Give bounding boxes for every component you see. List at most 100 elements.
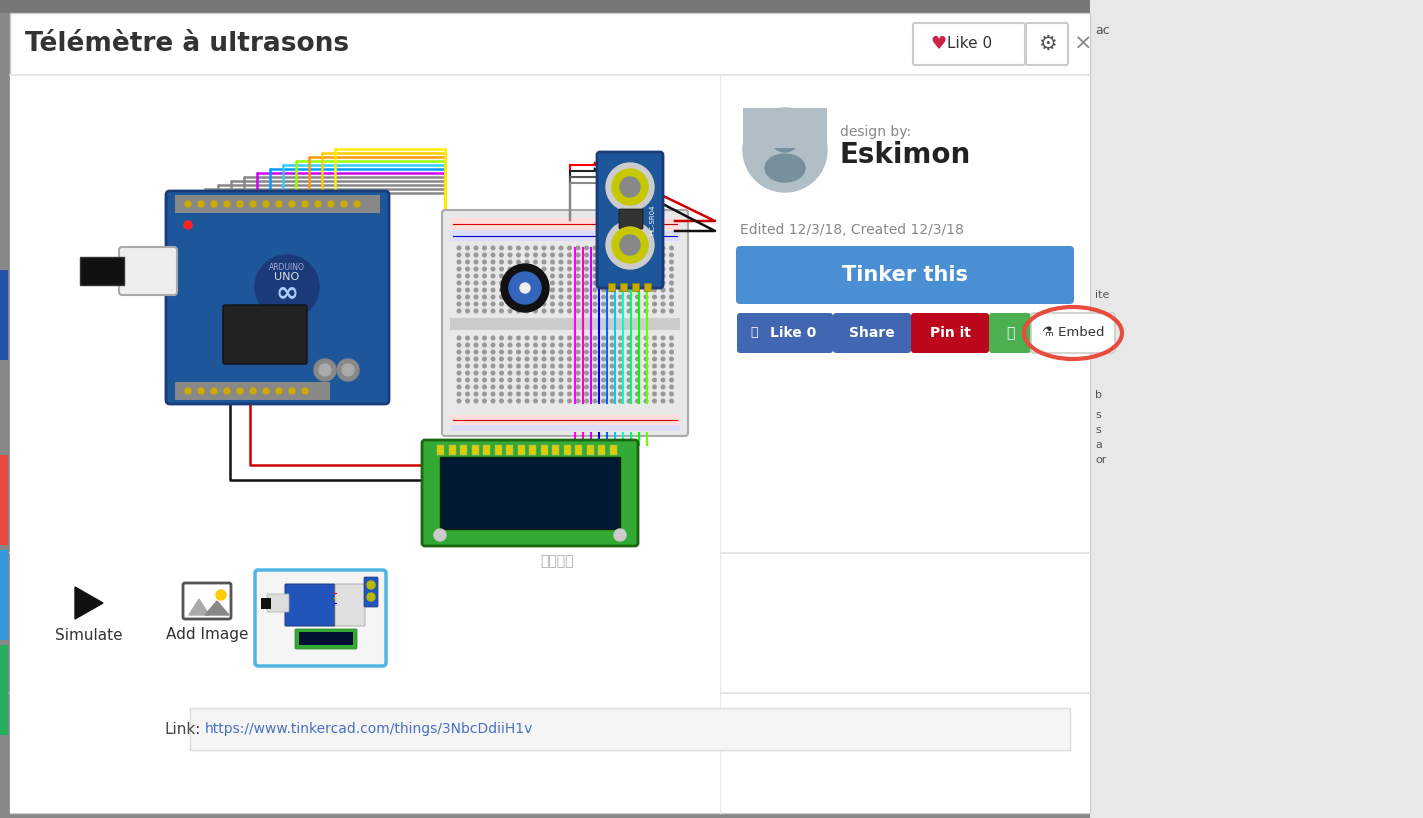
Circle shape (457, 357, 461, 361)
Circle shape (636, 336, 639, 339)
Circle shape (551, 399, 555, 402)
Circle shape (559, 385, 564, 389)
FancyBboxPatch shape (223, 305, 307, 364)
Text: Edited 12/3/18, Created 12/3/18: Edited 12/3/18, Created 12/3/18 (740, 223, 963, 237)
Circle shape (465, 267, 470, 271)
Circle shape (551, 385, 555, 389)
Circle shape (559, 399, 564, 402)
Circle shape (619, 295, 622, 299)
Circle shape (653, 281, 656, 285)
Circle shape (576, 357, 579, 361)
Circle shape (517, 260, 521, 263)
Circle shape (263, 388, 269, 394)
Circle shape (568, 385, 571, 389)
Circle shape (525, 399, 529, 402)
Circle shape (576, 302, 579, 306)
Circle shape (465, 281, 470, 285)
Circle shape (576, 399, 579, 402)
FancyBboxPatch shape (1090, 0, 1423, 818)
Circle shape (653, 336, 656, 339)
Circle shape (508, 260, 512, 263)
Circle shape (551, 274, 555, 278)
FancyBboxPatch shape (437, 445, 444, 455)
Circle shape (645, 309, 647, 312)
Circle shape (645, 357, 647, 361)
FancyBboxPatch shape (191, 708, 1070, 750)
Circle shape (551, 260, 555, 263)
Circle shape (585, 336, 588, 339)
FancyBboxPatch shape (450, 231, 680, 241)
Circle shape (185, 388, 191, 394)
Circle shape (593, 399, 596, 402)
FancyBboxPatch shape (645, 283, 650, 291)
Circle shape (474, 254, 478, 257)
Circle shape (620, 235, 640, 255)
Circle shape (542, 267, 546, 271)
Circle shape (534, 378, 538, 382)
Circle shape (534, 260, 538, 263)
Circle shape (628, 246, 630, 249)
Circle shape (559, 254, 564, 257)
Circle shape (184, 221, 192, 229)
Circle shape (525, 260, 529, 263)
Circle shape (568, 302, 571, 306)
FancyBboxPatch shape (450, 318, 680, 330)
Circle shape (610, 302, 613, 306)
Circle shape (662, 357, 665, 361)
Circle shape (568, 295, 571, 299)
Circle shape (576, 350, 579, 354)
Circle shape (568, 392, 571, 396)
Circle shape (508, 344, 512, 347)
Circle shape (610, 274, 613, 278)
FancyBboxPatch shape (832, 313, 911, 353)
Circle shape (482, 385, 487, 389)
Circle shape (517, 309, 521, 312)
Circle shape (593, 385, 596, 389)
Circle shape (517, 246, 521, 249)
Circle shape (645, 364, 647, 368)
Circle shape (542, 357, 546, 361)
Circle shape (653, 302, 656, 306)
Circle shape (482, 281, 487, 285)
Circle shape (662, 344, 665, 347)
Circle shape (474, 371, 478, 375)
Circle shape (465, 357, 470, 361)
Circle shape (559, 378, 564, 382)
Circle shape (491, 246, 495, 249)
Circle shape (628, 281, 630, 285)
Circle shape (474, 344, 478, 347)
Circle shape (585, 246, 588, 249)
Circle shape (551, 371, 555, 375)
Circle shape (559, 295, 564, 299)
Polygon shape (75, 587, 102, 619)
Circle shape (474, 246, 478, 249)
Circle shape (499, 267, 504, 271)
Circle shape (474, 385, 478, 389)
Circle shape (457, 392, 461, 396)
Circle shape (289, 201, 295, 207)
Circle shape (519, 283, 529, 293)
FancyBboxPatch shape (184, 583, 231, 619)
Circle shape (670, 350, 673, 354)
Text: ARDUINO: ARDUINO (269, 263, 305, 272)
Circle shape (610, 288, 613, 292)
Circle shape (602, 260, 605, 263)
FancyBboxPatch shape (443, 210, 687, 436)
Circle shape (551, 336, 555, 339)
Circle shape (636, 302, 639, 306)
Circle shape (653, 364, 656, 368)
Text: Eskimon: Eskimon (840, 141, 972, 169)
Circle shape (525, 336, 529, 339)
Circle shape (542, 344, 546, 347)
Circle shape (585, 364, 588, 368)
Circle shape (482, 260, 487, 263)
FancyBboxPatch shape (743, 108, 827, 148)
Circle shape (602, 302, 605, 306)
Text: or: or (1096, 455, 1106, 465)
Text: Pin it: Pin it (929, 326, 970, 340)
Circle shape (645, 295, 647, 299)
Circle shape (585, 392, 588, 396)
FancyBboxPatch shape (295, 629, 357, 649)
Circle shape (534, 399, 538, 402)
Circle shape (636, 267, 639, 271)
